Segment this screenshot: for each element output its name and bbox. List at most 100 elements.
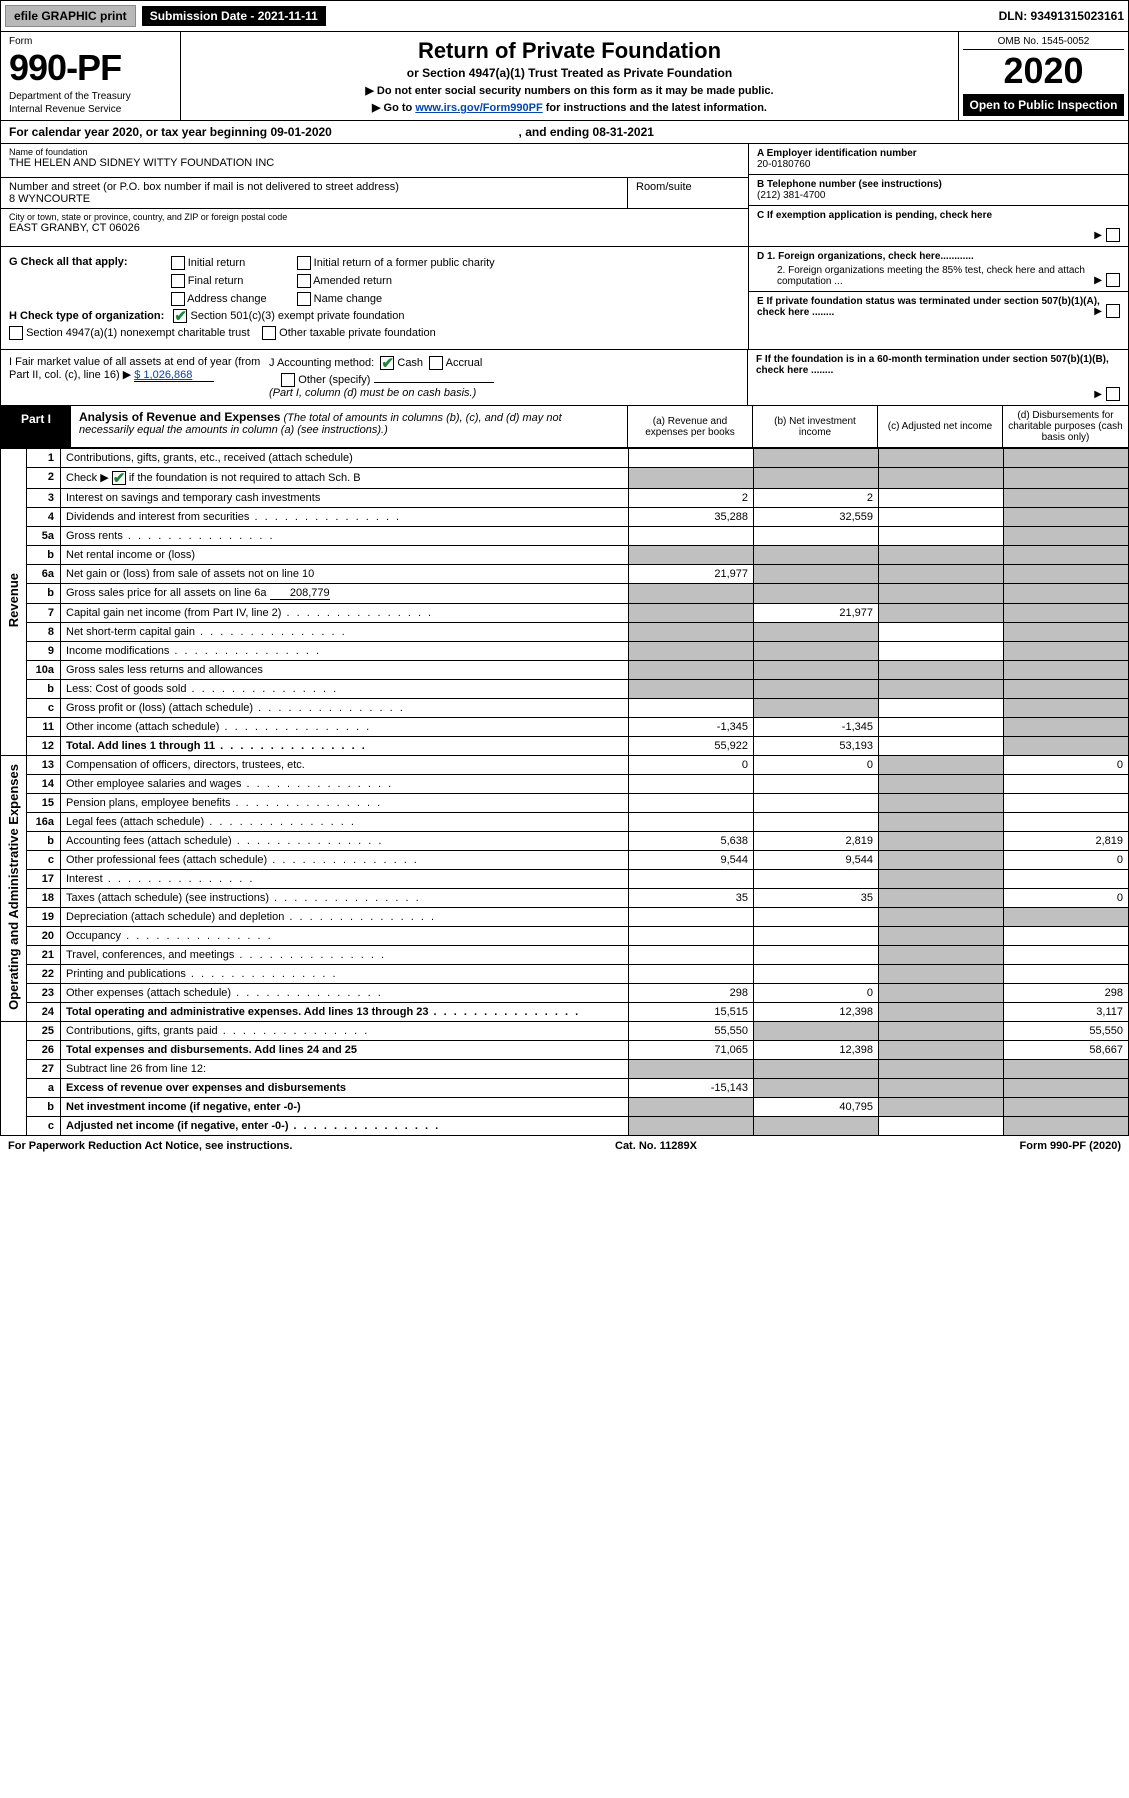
table-row: 23 Other expenses (attach schedule) 298 … bbox=[1, 984, 1129, 1003]
ln-10c: c bbox=[27, 699, 61, 718]
h-501c3-checkbox[interactable] bbox=[173, 309, 187, 323]
j-accrual: Accrual bbox=[446, 357, 483, 369]
form-title: Return of Private Foundation bbox=[187, 38, 952, 64]
ln-11: 11 bbox=[27, 718, 61, 737]
ln-3: 3 bbox=[27, 489, 61, 508]
city-state-zip: EAST GRANBY, CT 06026 bbox=[9, 222, 740, 234]
yl-mid: , and ending bbox=[519, 125, 593, 139]
arrow-icon: ▶ bbox=[1094, 230, 1102, 241]
table-row: 25 Contributions, gifts, grants paid 55,… bbox=[1, 1022, 1129, 1041]
table-row: 16a Legal fees (attach schedule) bbox=[1, 813, 1129, 832]
table-row: 19 Depreciation (attach schedule) and de… bbox=[1, 908, 1129, 927]
g-opt-3: Amended return bbox=[313, 275, 392, 287]
ln-17: 17 bbox=[27, 870, 61, 889]
exemption-pending-cell: C If exemption application is pending, c… bbox=[749, 206, 1128, 246]
ln-2: 2 bbox=[27, 468, 61, 489]
r27a-a: -15,143 bbox=[629, 1079, 754, 1098]
table-row: c Other professional fees (attach schedu… bbox=[1, 851, 1129, 870]
desc-22: Printing and publications bbox=[61, 965, 629, 984]
h-opt3: Other taxable private foundation bbox=[279, 327, 436, 339]
entity-left: Name of foundation THE HELEN AND SIDNEY … bbox=[1, 144, 748, 246]
ij-row: I Fair market value of all assets at end… bbox=[0, 350, 1129, 406]
j-accrual-checkbox[interactable] bbox=[429, 356, 443, 370]
g-amended-return[interactable] bbox=[297, 274, 311, 288]
top-bar: efile GRAPHIC print Submission Date - 20… bbox=[0, 0, 1129, 32]
r24-d: 3,117 bbox=[1004, 1003, 1129, 1022]
r26-d: 58,667 bbox=[1004, 1041, 1129, 1060]
telephone-cell: B Telephone number (see instructions) (2… bbox=[749, 175, 1128, 206]
table-row: 6a Net gain or (loss) from sale of asset… bbox=[1, 565, 1129, 584]
j-section: J Accounting method: Cash Accrual Other … bbox=[269, 356, 739, 399]
g-opt-2: Final return bbox=[188, 275, 244, 287]
ln-5a: 5a bbox=[27, 527, 61, 546]
desc-24: Total operating and administrative expen… bbox=[61, 1003, 629, 1022]
desc-16c: Other professional fees (attach schedule… bbox=[61, 851, 629, 870]
h-opt2: Section 4947(a)(1) nonexempt charitable … bbox=[26, 327, 250, 339]
foundation-name-row: Name of foundation THE HELEN AND SIDNEY … bbox=[1, 144, 748, 178]
footer-cat-no: Cat. No. 11289X bbox=[615, 1140, 697, 1152]
ln-24: 24 bbox=[27, 1003, 61, 1022]
yl-begin: 09-01-2020 bbox=[270, 125, 331, 139]
r27b-b: 40,795 bbox=[754, 1098, 879, 1117]
e-checkbox[interactable] bbox=[1106, 304, 1120, 318]
address-row: Number and street (or P.O. box number if… bbox=[1, 178, 748, 209]
blank-side bbox=[1, 1022, 27, 1136]
ln-16a: 16a bbox=[27, 813, 61, 832]
d1-cell: D 1. Foreign organizations, check here..… bbox=[749, 247, 1128, 292]
table-row: 3 Interest on savings and temporary cash… bbox=[1, 489, 1129, 508]
schb-checkbox[interactable] bbox=[112, 471, 126, 485]
table-row: b Net rental income or (loss) bbox=[1, 546, 1129, 565]
h-row-2: Section 4947(a)(1) nonexempt charitable … bbox=[9, 326, 740, 340]
table-row: 15 Pension plans, employee benefits bbox=[1, 794, 1129, 813]
table-row: 2 Check ▶ if the foundation is not requi… bbox=[1, 468, 1129, 489]
header-right: OMB No. 1545-0052 2020 Open to Public In… bbox=[958, 32, 1128, 120]
g-address-change[interactable] bbox=[171, 292, 185, 306]
c-checkbox[interactable] bbox=[1106, 228, 1120, 242]
footer-left: For Paperwork Reduction Act Notice, see … bbox=[8, 1140, 292, 1152]
h-4947-checkbox[interactable] bbox=[9, 326, 23, 340]
h-other-checkbox[interactable] bbox=[262, 326, 276, 340]
desc-17: Interest bbox=[61, 870, 629, 889]
r16c-b: 9,544 bbox=[754, 851, 879, 870]
yl-end: 08-31-2021 bbox=[593, 125, 654, 139]
ein-cell: A Employer identification number 20-0180… bbox=[749, 144, 1128, 175]
desc-5a: Gross rents bbox=[61, 527, 629, 546]
r16b-b: 2,819 bbox=[754, 832, 879, 851]
g-initial-return[interactable] bbox=[171, 256, 185, 270]
efile-print-button[interactable]: efile GRAPHIC print bbox=[5, 5, 136, 27]
g-name-change[interactable] bbox=[297, 292, 311, 306]
r12-b: 53,193 bbox=[754, 737, 879, 756]
i-value[interactable]: $ 1,026,868 bbox=[134, 369, 214, 382]
r1-a bbox=[629, 449, 754, 468]
d2-checkbox[interactable] bbox=[1106, 273, 1120, 287]
r13-d: 0 bbox=[1004, 756, 1129, 775]
r13-a: 0 bbox=[629, 756, 754, 775]
tel-value: (212) 381-4700 bbox=[757, 190, 1120, 201]
desc-12: Total. Add lines 1 through 11 bbox=[61, 737, 629, 756]
desc-20: Occupancy bbox=[61, 927, 629, 946]
calendar-year-line: For calendar year 2020, or tax year begi… bbox=[0, 121, 1129, 144]
check-right: D 1. Foreign organizations, check here..… bbox=[748, 247, 1128, 349]
table-row: a Excess of revenue over expenses and di… bbox=[1, 1079, 1129, 1098]
g-final-return[interactable] bbox=[171, 274, 185, 288]
ln-14: 14 bbox=[27, 775, 61, 794]
table-row: 21 Travel, conferences, and meetings bbox=[1, 946, 1129, 965]
form990pf-link[interactable]: www.irs.gov/Form990PF bbox=[415, 102, 542, 114]
table-row: 8 Net short-term capital gain bbox=[1, 623, 1129, 642]
desc-18: Taxes (attach schedule) (see instruction… bbox=[61, 889, 629, 908]
g-initial-former[interactable] bbox=[297, 256, 311, 270]
note2-pre: ▶ Go to bbox=[372, 102, 415, 114]
arrow-icon: ▶ bbox=[1094, 306, 1102, 317]
e-text: E If private foundation status was termi… bbox=[757, 296, 1100, 318]
ln-16c: c bbox=[27, 851, 61, 870]
header-left: Form 990-PF Department of the Treasury I… bbox=[1, 32, 181, 120]
j-cash-checkbox[interactable] bbox=[380, 356, 394, 370]
r4-a: 35,288 bbox=[629, 508, 754, 527]
j-other-checkbox[interactable] bbox=[281, 373, 295, 387]
g-row: G Check all that apply: Initial return I… bbox=[9, 256, 740, 306]
table-row: b Accounting fees (attach schedule) 5,63… bbox=[1, 832, 1129, 851]
table-row: 9 Income modifications bbox=[1, 642, 1129, 661]
ln-27c: c bbox=[27, 1117, 61, 1136]
desc-14: Other employee salaries and wages bbox=[61, 775, 629, 794]
f-checkbox[interactable] bbox=[1106, 387, 1120, 401]
